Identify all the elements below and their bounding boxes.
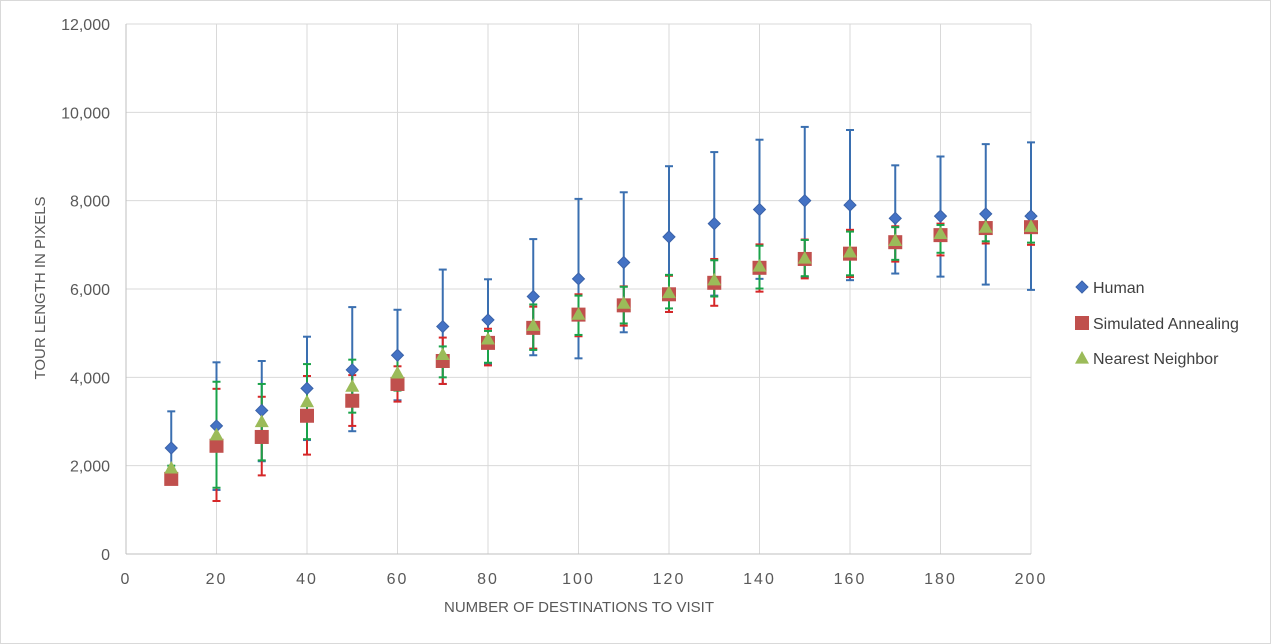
x-tick-label: 0 xyxy=(121,571,132,588)
x-tick-label: 180 xyxy=(924,571,957,588)
tick-labels: 0 20 40 60 80 100 120 140 160 180 200 0 2,000 4,000 6,… xyxy=(61,17,1048,588)
human-point xyxy=(979,207,993,221)
human-point xyxy=(164,441,178,455)
nearest-neighbor-point xyxy=(571,307,586,320)
legend-marker xyxy=(1075,280,1089,294)
x-tick-label: 200 xyxy=(1015,571,1048,588)
simulated-annealing-point xyxy=(345,393,360,408)
data-markers xyxy=(164,193,1038,486)
legend-label: Human xyxy=(1093,280,1145,297)
nearest-neighbor-point xyxy=(526,318,541,331)
y-tick-label: 10,000 xyxy=(61,105,110,122)
human-point xyxy=(436,319,450,334)
y-tick-label: 8,000 xyxy=(70,194,110,211)
y-tick-label: 12,000 xyxy=(61,17,110,34)
nearest-neighbor-point xyxy=(345,379,360,392)
human-point xyxy=(481,313,495,327)
nearest-neighbor-point xyxy=(978,220,993,233)
y-tick-label: 0 xyxy=(101,547,110,564)
human-point xyxy=(526,289,540,304)
nearest-neighbor-point xyxy=(933,226,948,239)
x-tick-label: 100 xyxy=(562,571,595,588)
x-tick-label: 140 xyxy=(743,571,776,588)
y-axis-title: TOUR LENGTH IN PIXELS xyxy=(32,196,49,379)
nearest-neighbor-point xyxy=(209,427,224,441)
nearest-neighbor-point xyxy=(752,259,767,272)
x-tick-label: 60 xyxy=(387,571,409,588)
legend-label: Nearest Neighbor xyxy=(1093,351,1219,368)
human-point xyxy=(345,363,359,377)
error-bars xyxy=(167,125,1035,502)
nearest-neighbor-point xyxy=(390,365,405,379)
human-point xyxy=(752,202,767,217)
nearest-neighbor-point xyxy=(707,272,722,286)
human-point xyxy=(300,381,314,396)
human-point xyxy=(662,230,676,244)
legend-label: Simulated Annealing xyxy=(1093,316,1239,333)
nearest-neighbor-point xyxy=(435,347,450,360)
axes xyxy=(125,24,1031,555)
nearest-neighbor-point xyxy=(797,251,812,264)
simulated-annealing-point xyxy=(164,471,179,486)
x-tick-label: 40 xyxy=(296,571,318,588)
human-point xyxy=(707,216,721,231)
human-point xyxy=(798,193,812,208)
human-point xyxy=(617,255,631,270)
nearest-neighbor-point xyxy=(843,244,857,258)
nearest-neighbor-point xyxy=(481,331,495,345)
nearest-neighbor-point xyxy=(662,285,676,299)
y-tick-label: 4,000 xyxy=(70,370,110,387)
nearest-neighbor-point xyxy=(164,460,179,474)
legend-marker xyxy=(1075,316,1089,330)
nearest-neighbor-point xyxy=(254,414,269,428)
human-point xyxy=(390,348,405,362)
human-point xyxy=(933,209,948,223)
x-tick-label: 160 xyxy=(834,571,867,588)
simulated-annealing-point xyxy=(390,376,405,391)
human-point xyxy=(571,272,586,286)
simulated-annealing-point xyxy=(209,438,224,453)
simulated-annealing-point xyxy=(254,429,269,444)
x-tick-label: 80 xyxy=(477,571,499,588)
x-axis-title: NUMBER OF DESTINATIONS TO VISIT xyxy=(444,599,714,616)
nearest-neighbor-point xyxy=(1024,219,1038,232)
x-tick-label: 20 xyxy=(206,571,228,588)
y-tick-label: 6,000 xyxy=(70,282,110,299)
nearest-neighbor-point xyxy=(888,233,903,247)
y-tick-label: 2,000 xyxy=(70,459,110,476)
x-tick-label: 120 xyxy=(653,571,686,588)
nearest-neighbor-point xyxy=(300,394,314,408)
legend: Human Simulated Annealing Nearest Neighbor xyxy=(1075,280,1239,368)
legend-marker xyxy=(1075,351,1089,364)
nearest-neighbor-point xyxy=(616,296,631,309)
human-point xyxy=(888,211,902,226)
simulated-annealing-point xyxy=(300,408,314,423)
human-point xyxy=(843,198,857,212)
